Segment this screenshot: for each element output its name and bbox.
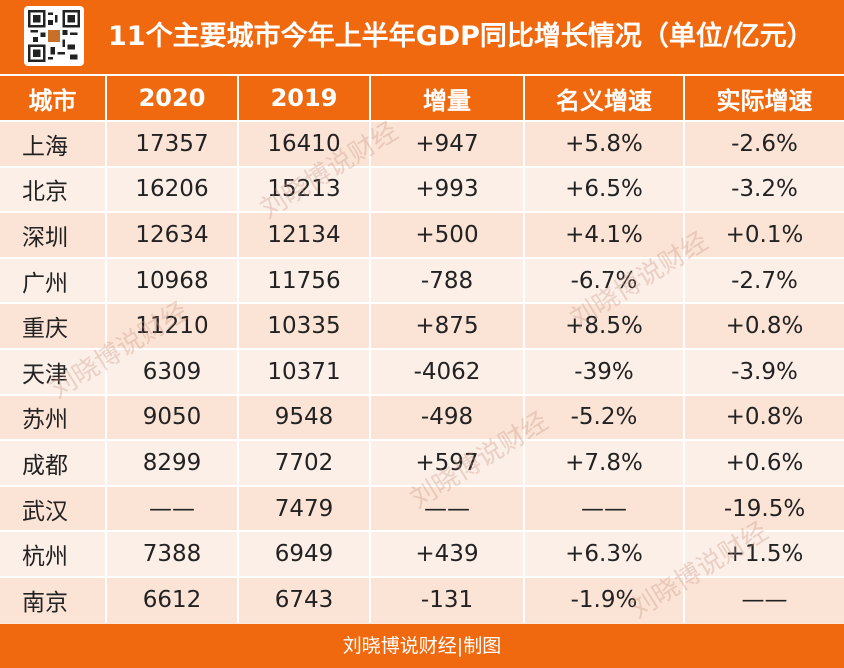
column-header: 增量 xyxy=(370,74,525,121)
table-cell: 6743 xyxy=(238,575,371,623)
footer-credit: 刘晓博说财经|制图 xyxy=(0,624,844,668)
table-cell: 7479 xyxy=(238,484,371,532)
table-cell: 6949 xyxy=(238,530,371,577)
table-cell: 11756 xyxy=(238,256,371,304)
table-cell: +875 xyxy=(370,302,525,349)
table-row: 深圳 12634 12134 +500 +4.1% +0.1% xyxy=(0,211,844,258)
table-cell: -788 xyxy=(370,256,525,304)
table-cell: 上海 xyxy=(0,120,107,167)
column-header: 2019 xyxy=(238,74,371,121)
table-cell: +0.8% xyxy=(684,302,844,349)
table-cell: +8.5% xyxy=(524,302,685,349)
table-cell: -3.9% xyxy=(684,347,844,395)
table-cell: 杭州 xyxy=(0,530,107,577)
table-cell: +0.8% xyxy=(684,393,844,441)
column-header: 2020 xyxy=(106,74,239,121)
table-cell: —— xyxy=(524,484,685,532)
table-cell: 10968 xyxy=(106,256,239,304)
table-cell: -6.7% xyxy=(524,256,685,304)
table-cell: -2.6% xyxy=(684,120,844,167)
table-cell: -2.7% xyxy=(684,256,844,304)
table-cell: -4062 xyxy=(370,347,525,395)
table-row: 成都 8299 7702 +597 +7.8% +0.6% xyxy=(0,439,844,486)
table-cell: -498 xyxy=(370,393,525,441)
table-cell: 重庆 xyxy=(0,302,107,349)
table-row: 杭州 7388 6949 +439 +6.3% +1.5% xyxy=(0,530,844,577)
table-row: 武汉 —— 7479 —— —— -19.5% xyxy=(0,484,844,532)
table-header-row: 城市 2020 2019 增量 名义增速 实际增速 xyxy=(0,74,844,121)
gdp-table: 城市 2020 2019 增量 名义增速 实际增速 上海 17357 16410… xyxy=(0,74,844,623)
table-cell: 12634 xyxy=(106,211,239,258)
table-cell: 7702 xyxy=(238,439,371,486)
table-cell: 17357 xyxy=(106,120,239,167)
table-cell: 12134 xyxy=(238,211,371,258)
table-cell: 16410 xyxy=(238,120,371,167)
table-cell: 9050 xyxy=(106,393,239,441)
table-cell: 10335 xyxy=(238,302,371,349)
title-bar: 11个主要城市今年上半年GDP同比增长情况（单位/亿元） xyxy=(0,0,844,74)
table-cell: +500 xyxy=(370,211,525,258)
table-cell: +947 xyxy=(370,120,525,167)
table-row: 苏州 9050 9548 -498 -5.2% +0.8% xyxy=(0,393,844,441)
table-row: 天津 6309 10371 -4062 -39% -3.9% xyxy=(0,347,844,395)
table-cell: 苏州 xyxy=(0,393,107,441)
column-header: 城市 xyxy=(0,74,107,121)
table-cell: -39% xyxy=(524,347,685,395)
table-cell: 8299 xyxy=(106,439,239,486)
table-cell: +1.5% xyxy=(684,530,844,577)
table-cell: 7388 xyxy=(106,530,239,577)
table-cell: 6309 xyxy=(106,347,239,395)
table-cell: 15213 xyxy=(238,165,371,213)
chart-title: 11个主要城市今年上半年GDP同比增长情况（单位/亿元） xyxy=(108,21,814,52)
table-row: 广州 10968 11756 -788 -6.7% -2.7% xyxy=(0,256,844,304)
table-cell: -131 xyxy=(370,575,525,623)
table-row: 重庆 11210 10335 +875 +8.5% +0.8% xyxy=(0,302,844,349)
table-row: 南京 6612 6743 -131 -1.9% —— xyxy=(0,575,844,623)
qr-code-icon xyxy=(24,6,84,66)
table-cell: +993 xyxy=(370,165,525,213)
table-cell: -1.9% xyxy=(524,575,685,623)
table-cell: +597 xyxy=(370,439,525,486)
table-row: 北京 16206 15213 +993 +6.5% -3.2% xyxy=(0,165,844,213)
table-cell: +7.8% xyxy=(524,439,685,486)
table-cell: 成都 xyxy=(0,439,107,486)
table-cell: -5.2% xyxy=(524,393,685,441)
table-cell: 北京 xyxy=(0,165,107,213)
column-header: 实际增速 xyxy=(684,74,844,121)
table-cell: -19.5% xyxy=(684,484,844,532)
column-header: 名义增速 xyxy=(524,74,685,121)
table-cell: -3.2% xyxy=(684,165,844,213)
table-cell: +0.6% xyxy=(684,439,844,486)
table-cell: 9548 xyxy=(238,393,371,441)
table-cell: +5.8% xyxy=(524,120,685,167)
table-cell: +439 xyxy=(370,530,525,577)
table-cell: —— xyxy=(106,484,239,532)
table-cell: 南京 xyxy=(0,575,107,623)
table-cell: 天津 xyxy=(0,347,107,395)
table-cell: 深圳 xyxy=(0,211,107,258)
table-cell: 11210 xyxy=(106,302,239,349)
table-cell: 6612 xyxy=(106,575,239,623)
table-cell: 16206 xyxy=(106,165,239,213)
table-cell: —— xyxy=(370,484,525,532)
table-cell: +0.1% xyxy=(684,211,844,258)
table-row: 上海 17357 16410 +947 +5.8% -2.6% xyxy=(0,120,844,167)
table-cell: 广州 xyxy=(0,256,107,304)
table-cell: 10371 xyxy=(238,347,371,395)
table-cell: +6.3% xyxy=(524,530,685,577)
table-cell: 武汉 xyxy=(0,484,107,532)
table-cell: +4.1% xyxy=(524,211,685,258)
table-cell: +6.5% xyxy=(524,165,685,213)
table-cell: —— xyxy=(684,575,844,623)
